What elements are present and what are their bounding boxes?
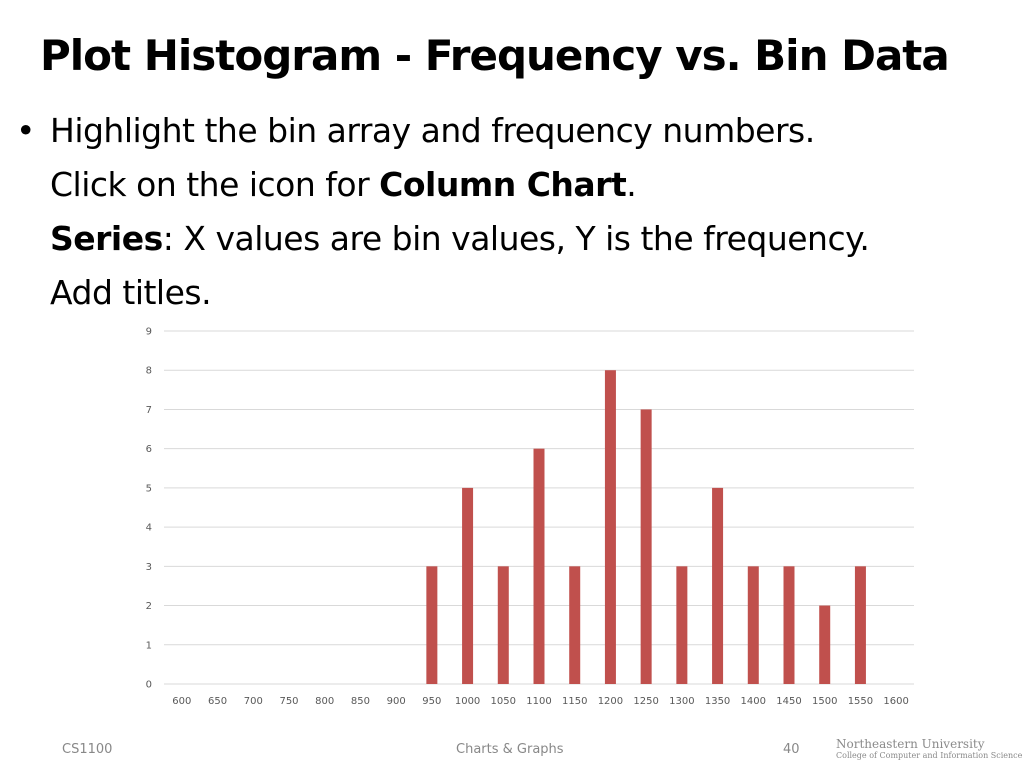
- bullet-line-2-prefix: Click on the icon for: [50, 165, 380, 204]
- footer-topic: Charts & Graphs: [456, 742, 564, 757]
- bar-1500: [819, 605, 831, 684]
- bar-1550: [854, 566, 866, 684]
- histogram-chart: 0 1 2 3 4 5 6 7 8 9 600 650 700 750 800 850 900 950 1000 10…: [130, 320, 930, 720]
- x-tick-label-950: 950: [422, 696, 441, 707]
- university-logo: Northeastern University College of Compu…: [836, 738, 1022, 761]
- x-tick-label-1400: 1400: [741, 696, 766, 707]
- bar-1150: [569, 566, 581, 684]
- bar-1250: [640, 409, 652, 684]
- x-tick-label-1550: 1550: [848, 696, 873, 707]
- x-tick-label-900: 900: [387, 696, 406, 707]
- bullet-line-3-rest: : X values are bin values, Y is the freq…: [162, 219, 870, 258]
- logo-line-1: Northeastern University: [836, 737, 985, 751]
- slide-title: Plot Histogram - Frequency vs. Bin Data: [40, 31, 950, 80]
- y-tick-label-6: 6: [146, 444, 152, 455]
- x-tick-label-1150: 1150: [562, 696, 587, 707]
- bar-1200: [604, 370, 616, 684]
- x-tick-label-850: 850: [351, 696, 370, 707]
- x-tick-label-1000: 1000: [455, 696, 480, 707]
- x-tick-label-800: 800: [315, 696, 334, 707]
- bullet-lines: Highlight the bin array and frequency nu…: [50, 104, 1006, 320]
- bar-1450: [783, 566, 795, 684]
- bullet-line-1: Highlight the bin array and frequency nu…: [50, 111, 815, 150]
- x-tick-label-1100: 1100: [526, 696, 551, 707]
- x-tick-label-1250: 1250: [633, 696, 658, 707]
- histogram-chart-svg: 0 1 2 3 4 5 6 7 8 9 600 650 700 750 800 850 900 950 1000 10…: [146, 327, 914, 707]
- y-tick-label-5: 5: [146, 483, 152, 494]
- y-tick-label-2: 2: [146, 601, 152, 612]
- x-tick-label-700: 700: [244, 696, 263, 707]
- bar-1400: [747, 566, 759, 684]
- x-tick-label-1050: 1050: [491, 696, 516, 707]
- footer-page-number: 40: [783, 742, 800, 757]
- x-tick-label-750: 750: [279, 696, 298, 707]
- y-tick-label-9: 9: [146, 327, 152, 338]
- bar-1350: [712, 487, 724, 684]
- bullet-dot-icon: •: [16, 111, 35, 150]
- bar-1050: [497, 566, 509, 684]
- y-tick-label-0: 0: [146, 680, 152, 691]
- bullet-line-2-bold: Column Chart: [379, 165, 627, 204]
- x-tick-label-1300: 1300: [669, 696, 694, 707]
- bar-950: [426, 566, 438, 684]
- bar-1000: [462, 487, 474, 684]
- footer-course: CS1100: [62, 742, 113, 757]
- bullet-line-2: Click on the icon for Column Chart.: [50, 158, 1006, 212]
- logo-line-2: College of Computer and Information Scie…: [836, 751, 1023, 760]
- x-tick-label-1500: 1500: [812, 696, 837, 707]
- x-tick-label-600: 600: [172, 696, 191, 707]
- y-tick-label-1: 1: [146, 640, 152, 651]
- x-tick-label-1200: 1200: [598, 696, 623, 707]
- x-tick-label-1350: 1350: [705, 696, 730, 707]
- y-tick-label-4: 4: [146, 523, 152, 534]
- bullet-line-2-suffix: .: [626, 165, 637, 204]
- bar-1100: [533, 448, 545, 684]
- bullet-line-3: Series: X values are bin values, Y is th…: [50, 212, 1006, 266]
- x-tick-label-650: 650: [208, 696, 227, 707]
- y-tick-label-8: 8: [146, 366, 152, 377]
- bullet-line-3-bold: Series: [50, 219, 163, 258]
- x-tick-label-1450: 1450: [776, 696, 801, 707]
- bullet-text-block: • Highlight the bin array and frequency …: [16, 104, 1006, 320]
- bullet-line-4: Add titles.: [50, 273, 212, 312]
- y-tick-label-7: 7: [146, 405, 152, 416]
- x-tick-label-1600: 1600: [883, 696, 908, 707]
- bar-1300: [676, 566, 688, 684]
- y-tick-label-3: 3: [146, 562, 152, 573]
